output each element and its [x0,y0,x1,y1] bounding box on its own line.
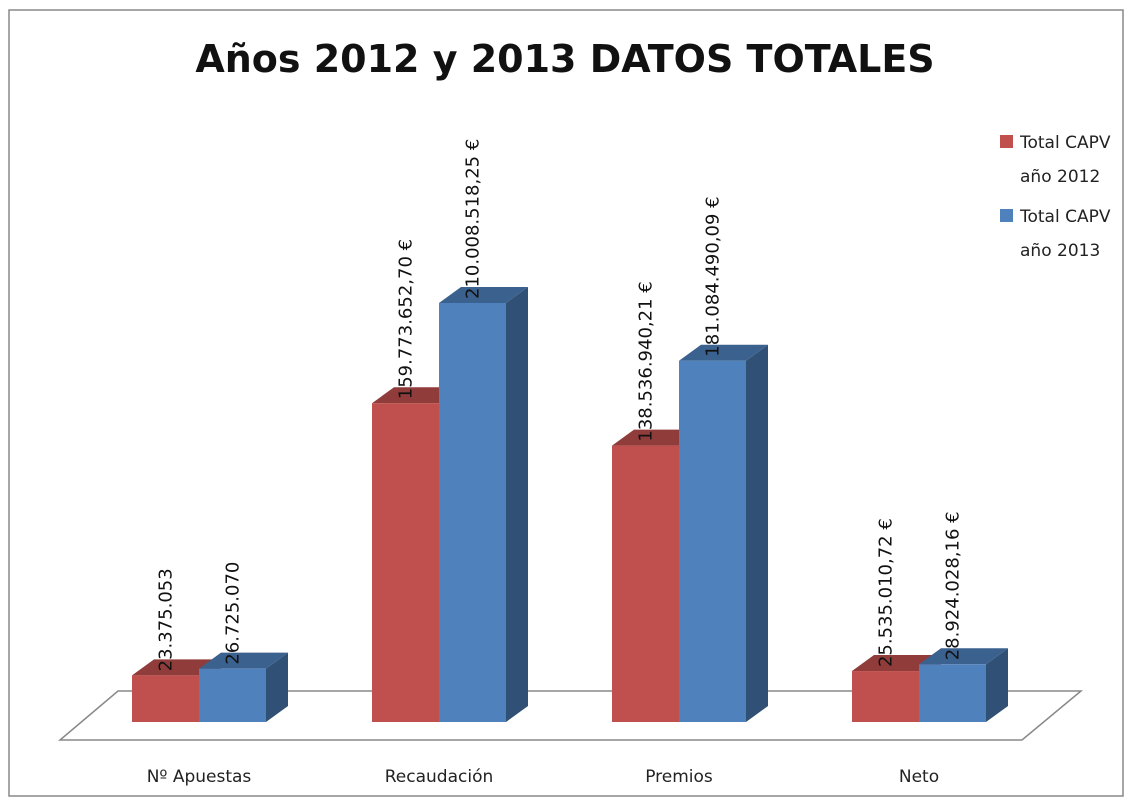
legend-swatch [1000,209,1013,222]
bar-top [679,344,768,361]
data-label: 210.008.518,25 € [463,139,484,299]
data-label: 23.375.053 [156,568,177,671]
chart-title: Años 2012 y 2013 DATOS TOTALES [195,37,934,81]
bar-front [439,303,506,722]
bar-front [612,445,679,722]
bar-top [372,387,461,404]
x-tick-label: Recaudación [385,767,494,787]
bar [439,287,528,722]
legend-label: Total CAPV año 2013 [1020,207,1111,261]
legend: Total CAPV año 2012 Total CAPV año 2013 [1000,126,1125,274]
bar-front [919,664,986,722]
bar-front [132,675,199,722]
x-tick-label: Nº Apuestas [147,767,252,787]
data-label: 138.536.940,21 € [636,281,657,441]
data-label: 159.773.652,70 € [396,239,417,399]
bar-top [199,652,288,669]
bar [199,652,288,722]
bar-side [986,648,1008,722]
x-tick-label: Neto [899,767,939,787]
legend-item: Total CAPV año 2013 [1000,200,1125,268]
legend-item: Total CAPV año 2012 [1000,126,1125,194]
data-label: 26.725.070 [223,562,244,665]
bar [679,344,768,722]
data-label: 181.084.490,09 € [703,196,724,356]
bar-front [852,671,919,722]
floor [57,690,1084,741]
bar [919,648,1008,722]
bar-side [266,652,288,722]
bar-side [506,287,528,722]
data-label: 28.924.028,16 € [943,511,964,660]
bar-top [852,655,941,672]
bar-top [612,429,701,446]
legend-label: Total CAPV año 2012 [1020,133,1111,187]
bar-front [372,403,439,722]
bar-front [199,668,266,722]
x-tick-label: Premios [645,767,713,787]
legend-swatch [1000,135,1013,148]
bar-top [919,648,1008,665]
bar-side [746,344,768,722]
bar-top [132,659,221,676]
bar-top [439,287,528,303]
bar-front [679,360,746,722]
data-label: 25.535.010,72 € [876,518,897,667]
